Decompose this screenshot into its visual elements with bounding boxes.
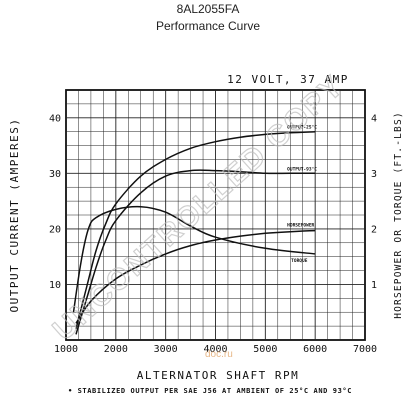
x-tick-label: 7000 xyxy=(353,344,377,355)
series-line-output-25-c xyxy=(75,130,316,330)
series-line-output-93-c xyxy=(75,169,316,335)
y-tick-label: 20 xyxy=(49,224,61,235)
series-label-output-25-c: OUTPUT-25°C xyxy=(287,125,317,131)
x-tick-label: 3000 xyxy=(154,344,178,355)
footnote: • STABILIZED OUTPUT PER SAE J56 AT AMBIE… xyxy=(68,387,352,395)
y2-tick-label: 3 xyxy=(371,169,377,180)
y2-tick-label: 1 xyxy=(371,280,377,291)
series-line-torque xyxy=(72,205,316,313)
series-label-output-93-c: OUTPUT-93°C xyxy=(287,166,317,172)
series-label-horsepower: HORSEPOWER xyxy=(287,223,314,229)
grid-lines xyxy=(66,90,365,340)
series-line-horsepower xyxy=(75,229,316,324)
series-labels: OUTPUT-25°C OUTPUT-93°C HORSEPOWER TORQUE xyxy=(287,125,317,264)
series-label-torque: TORQUE xyxy=(291,258,308,264)
y2-tick-label: 4 xyxy=(371,113,377,124)
series-layer xyxy=(72,130,316,335)
uncontrolled-copy-watermark: UNCONTROLLED COPY xyxy=(47,69,351,347)
x-axis-label: ALTERNATOR SHAFT RPM xyxy=(137,369,299,382)
y-tick-label: 30 xyxy=(49,169,61,180)
chart-title: 12 VOLT, 37 AMP xyxy=(227,73,349,86)
x-tick-label: 2000 xyxy=(104,344,128,355)
x-tick-label: 5000 xyxy=(253,344,277,355)
performance-curve-subtitle: Performance Curve xyxy=(156,19,260,33)
y-axis-label: OUTPUT CURRENT (AMPERES) xyxy=(8,118,21,313)
tick-labels: 1000 2000 3000 4000 5000 6000 7000 10 20 30 40 1 2 3 4 xyxy=(49,113,377,355)
x-tick-label: 1000 xyxy=(54,344,78,355)
x-tick-label: 4000 xyxy=(203,344,227,355)
part-number-title: 8AL2055FA xyxy=(177,2,240,16)
y2-axis-label: HORSEPOWER OR TORQUE (FT.-LBS) xyxy=(393,111,404,319)
site-watermark: doc.ru xyxy=(205,349,233,360)
y2-tick-label: 2 xyxy=(371,224,377,235)
x-tick-label: 6000 xyxy=(303,344,327,355)
y-tick-label: 40 xyxy=(49,113,61,124)
y-tick-label: 10 xyxy=(49,280,61,291)
